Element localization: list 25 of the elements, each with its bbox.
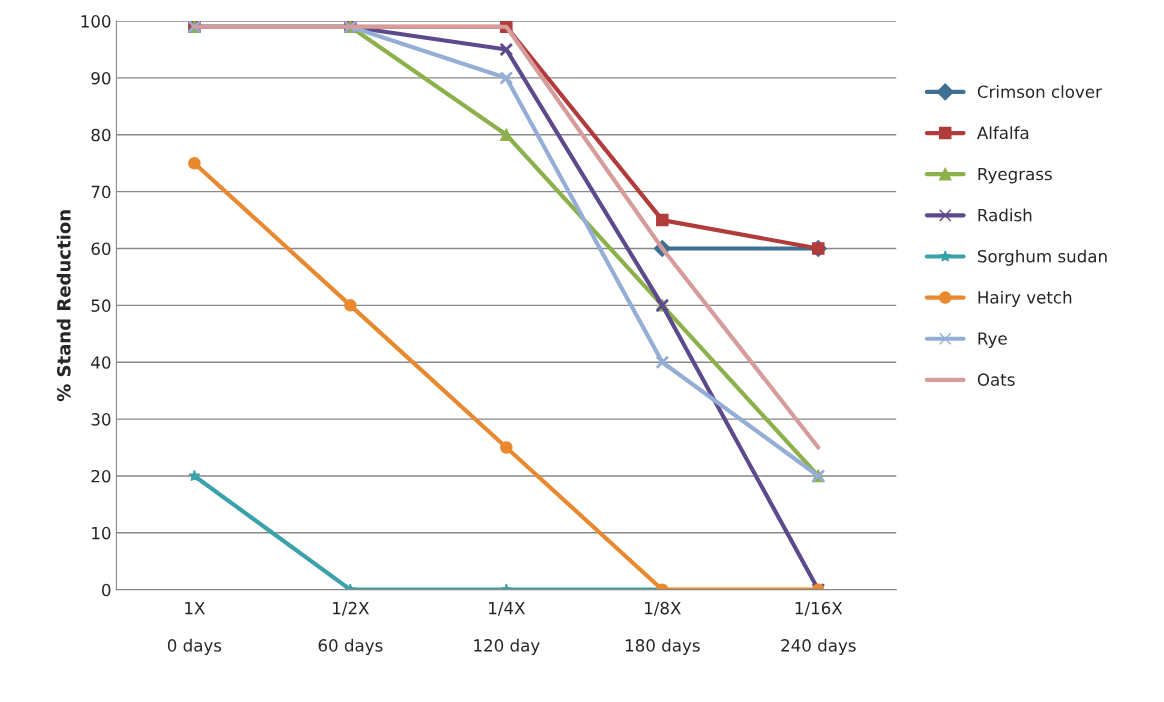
y-tick-label: 40: [91, 356, 111, 369]
y-tick-label: 50: [91, 299, 111, 312]
legend-label: Oats: [977, 373, 1015, 386]
y-tick-label: 80: [91, 128, 111, 142]
y-tick-label: 20: [91, 469, 111, 483]
legend-label: Ryegrass: [978, 167, 1052, 184]
y-axis-title: % Stand Reduction: [56, 210, 71, 402]
legend-label: Radish: [978, 208, 1032, 222]
legend-label: Sorghum sudan: [977, 249, 1107, 266]
y-tick-label: 90: [91, 71, 111, 85]
category-label: 1/4X 120 day: [474, 602, 540, 655]
legend-label: Crimson clover: [977, 85, 1102, 99]
category-label: 1/2X 60 days: [318, 601, 383, 655]
category-label: 1X 0 days: [167, 602, 222, 655]
y-tick-label: 0: [102, 583, 111, 597]
legend-label: Alfalfa: [977, 126, 1029, 140]
y-tick-label: 30: [91, 413, 111, 426]
y-tick-label: 100: [81, 15, 111, 28]
category-label: 1/16X 240 days: [781, 601, 856, 655]
legend-label: Hairy vetch: [978, 290, 1072, 307]
legend-label: Rye: [978, 332, 1007, 349]
category-label: 1/8X 180 days: [625, 601, 700, 655]
y-tick-label: 60: [91, 242, 111, 256]
y-tick-label: 10: [92, 526, 111, 540]
y-tick-label: 70: [91, 185, 111, 199]
